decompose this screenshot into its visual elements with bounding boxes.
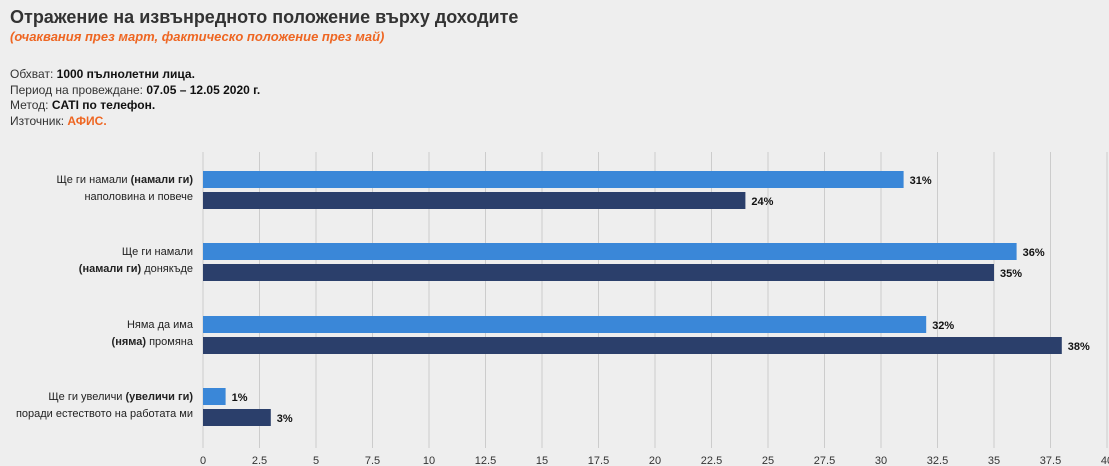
data-label: 38% xyxy=(1068,341,1090,353)
x-tick-label: 25 xyxy=(762,455,774,466)
bar xyxy=(203,388,226,405)
bar xyxy=(203,243,1017,260)
x-tick-label: 2.5 xyxy=(252,455,267,466)
category-label: Ще ги увеличи (увеличи ги) поради естеств… xyxy=(5,389,193,423)
category-label-text: донякъде xyxy=(141,263,193,275)
category-label-line: Ще ги увеличи (увеличи ги) xyxy=(5,389,193,406)
category-label-line: наполовина и повече xyxy=(5,189,193,206)
bar xyxy=(203,316,927,333)
meta-source-value: АФИС. xyxy=(67,113,107,128)
x-tick-label: 15 xyxy=(536,455,548,466)
category-label-line: Ще ги намали (намали ги) xyxy=(5,172,193,189)
category-label-text: наполовина и повече xyxy=(84,191,193,203)
meta-method: Метод: CATI по телефон. xyxy=(10,98,260,114)
meta-period-label: Период на провеждане: xyxy=(10,82,144,97)
x-tick-label: 37.5 xyxy=(1040,455,1061,466)
category-label-line: (намали ги) донякъде xyxy=(5,261,193,278)
category-label-line: (няма) промяна xyxy=(5,334,193,351)
x-tick-label: 17.5 xyxy=(588,455,609,466)
category-label-text: Няма да има xyxy=(126,319,193,331)
category-label-text: поради естеството на работата ми xyxy=(15,408,193,420)
category-label-line: поради естеството на работата ми xyxy=(5,406,193,423)
bar xyxy=(203,171,904,188)
bar xyxy=(203,264,994,281)
data-label: 24% xyxy=(751,196,773,208)
x-tick-label: 35 xyxy=(988,455,1000,466)
x-tick-label: 27.5 xyxy=(814,455,835,466)
x-tick-label: 20 xyxy=(649,455,661,466)
x-tick-label: 5 xyxy=(313,455,319,466)
survey-info: Обхват: 1000 пълнолетни лица. Период на … xyxy=(10,67,260,129)
data-label: 1% xyxy=(232,392,248,404)
x-tick-label: 30 xyxy=(875,455,887,466)
category-label-line: Ще ги намали xyxy=(5,244,193,261)
category-label-text: (намали ги) xyxy=(78,263,142,275)
category-label: Ще ги намали (намали ги) донякъде xyxy=(5,244,193,278)
meta-period: Период на провеждане: 07.05 – 12.05 2020… xyxy=(10,83,260,99)
meta-source-label: Източник: xyxy=(10,113,65,128)
category-label-text: (няма) xyxy=(111,336,147,348)
category-label: Ще ги намали (намали ги) наполовина и пов… xyxy=(5,172,193,206)
bar xyxy=(203,192,746,209)
category-label-text: Ще ги намали xyxy=(121,246,193,258)
bar xyxy=(203,409,271,426)
category-label-text: (намали ги) xyxy=(130,174,193,186)
category-label-text: промяна xyxy=(146,336,193,348)
meta-scope-label: Обхват: xyxy=(10,67,54,81)
x-tick-label: 32.5 xyxy=(927,455,948,466)
category-label-text: Ще ги увеличи xyxy=(48,391,126,403)
meta-source: Източник: АФИС. xyxy=(10,114,260,130)
category-label-text: (увеличи ги) xyxy=(125,391,193,403)
meta-scope: Обхват: 1000 пълнолетни лица. xyxy=(10,67,260,83)
bar xyxy=(203,337,1062,354)
category-label-text: Ще ги намали xyxy=(56,174,131,186)
meta-period-value: 07.05 – 12.05 2020 г. xyxy=(146,82,261,97)
category-label: Няма да има (няма) промяна xyxy=(5,317,193,351)
x-tick-label: 22.5 xyxy=(701,455,722,466)
chart-title: Отражение на извънредното положение върх… xyxy=(10,7,519,27)
x-tick-label: 40 xyxy=(1101,455,1109,466)
x-tick-label: 0 xyxy=(200,455,206,466)
chart-subtitle: (очаквания през март, фактическо положен… xyxy=(10,29,385,44)
x-tick-label: 7.5 xyxy=(365,455,380,466)
data-label: 36% xyxy=(1023,247,1045,259)
data-label: 32% xyxy=(932,320,954,332)
category-label-line: Няма да има xyxy=(5,317,193,334)
data-label: 35% xyxy=(1000,268,1022,280)
meta-method-value: CATI по телефон. xyxy=(51,98,156,112)
data-label: 31% xyxy=(910,175,932,187)
meta-scope-value: 1000 пълнолетни лица. xyxy=(56,67,195,81)
x-tick-label: 12.5 xyxy=(475,455,496,466)
x-tick-label: 10 xyxy=(423,455,435,466)
meta-method-label: Метод: xyxy=(10,98,49,112)
data-label: 3% xyxy=(277,413,293,425)
